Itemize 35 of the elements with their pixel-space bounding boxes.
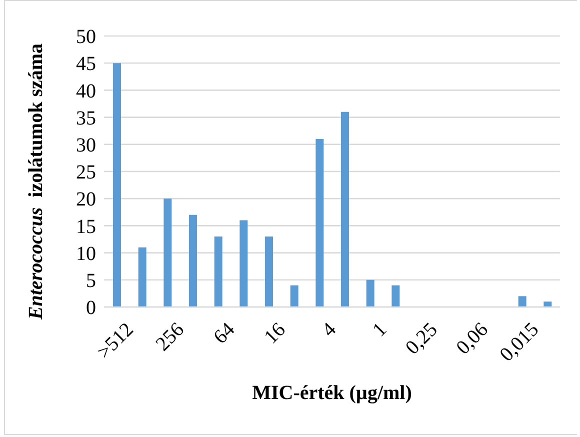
x-tick-label: 256 bbox=[152, 318, 188, 356]
y-tick-label: 25 bbox=[76, 162, 96, 184]
y-tick-label: 30 bbox=[76, 134, 96, 156]
x-tick-label: >512 bbox=[93, 318, 138, 364]
y-tick-label: 40 bbox=[76, 80, 96, 102]
bar bbox=[164, 198, 172, 307]
bar bbox=[113, 63, 121, 307]
bar bbox=[290, 285, 298, 307]
y-tick-label: 15 bbox=[76, 216, 96, 238]
x-axis-title: MIC-érték (µg/ml) bbox=[252, 382, 412, 404]
x-tick-label: 4 bbox=[318, 318, 340, 342]
bar bbox=[138, 247, 146, 307]
y-tick-label: 45 bbox=[76, 53, 96, 76]
bar bbox=[214, 236, 222, 307]
y-axis-title: Enterococcus izolátumok száma bbox=[25, 43, 47, 321]
x-tick-label: 1 bbox=[368, 318, 392, 342]
y-tick-label: 0 bbox=[86, 297, 96, 320]
bar bbox=[341, 112, 349, 307]
x-tick-label: 0,06 bbox=[452, 318, 492, 359]
y-tick-label: 10 bbox=[76, 242, 96, 265]
bar bbox=[316, 138, 324, 307]
y-tick-label: 35 bbox=[76, 107, 96, 130]
bar bbox=[366, 280, 374, 307]
y-tick-label: 50 bbox=[76, 26, 96, 48]
bar bbox=[518, 296, 526, 307]
bar bbox=[544, 302, 552, 307]
bar bbox=[392, 285, 400, 307]
bar bbox=[240, 220, 248, 307]
x-tick-label: 64 bbox=[209, 318, 240, 348]
y-tick-label: 20 bbox=[76, 188, 96, 211]
x-tick-label: 16 bbox=[260, 318, 290, 348]
bar bbox=[189, 214, 197, 307]
x-tick-label: 0,25 bbox=[402, 318, 442, 359]
bar bbox=[265, 236, 273, 307]
y-tick-label: 5 bbox=[86, 270, 96, 292]
